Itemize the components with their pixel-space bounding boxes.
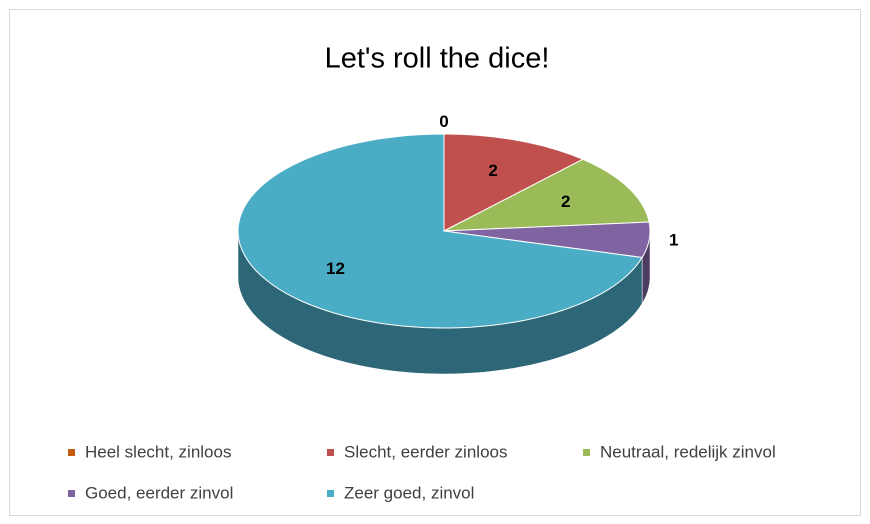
legend-marker [68,449,75,456]
legend-label: Neutraal, redelijk zinvol [600,442,776,461]
legend-marker [327,449,334,456]
legend-marker [327,490,334,497]
chart-title: Let's roll the dice! [325,43,550,75]
pie-slice [237,133,643,329]
data-label: 2 [488,161,497,180]
data-label: 12 [326,259,345,278]
legend-label: Heel slecht, zinloos [85,442,231,461]
data-label: 1 [669,231,678,250]
pie-slice [443,158,650,232]
legend-marker [68,490,75,497]
legend-label: Goed, eerder zinvol [85,483,233,502]
data-label: 0 [439,112,448,131]
legend-label: Slecht, eerder zinloos [344,442,507,461]
pie-slice [443,133,584,232]
legend-label: Zeer goed, zinvol [344,483,474,502]
legend-marker [583,449,590,456]
pie-slice [443,221,651,259]
data-label: 2 [561,192,570,211]
